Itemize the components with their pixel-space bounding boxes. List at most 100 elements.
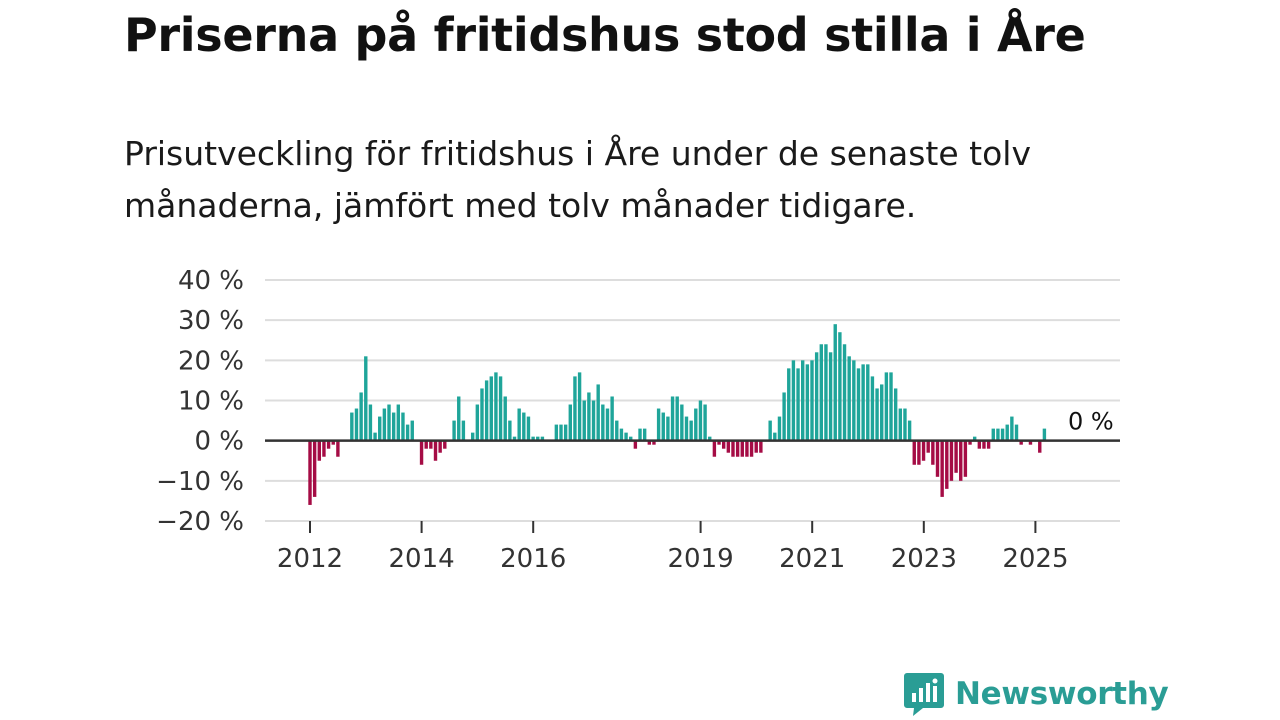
bar [963, 440, 968, 477]
bar [1042, 428, 1047, 441]
bar [531, 436, 535, 441]
bar [684, 416, 689, 441]
bar [470, 432, 475, 441]
bar [508, 420, 512, 441]
bar [833, 324, 837, 441]
bar [773, 432, 777, 441]
bar [559, 424, 563, 441]
bar [745, 440, 749, 457]
bar [615, 420, 619, 441]
bar [842, 344, 847, 441]
bar [991, 428, 995, 441]
bar [457, 396, 461, 441]
bar [647, 440, 652, 445]
bar [768, 420, 772, 441]
bar [336, 440, 340, 457]
bar [526, 416, 531, 441]
bar [708, 436, 712, 441]
bar [917, 440, 921, 465]
bar [633, 440, 638, 449]
bar [824, 344, 828, 441]
bar [754, 440, 758, 453]
bar [419, 440, 424, 465]
bar [870, 376, 875, 441]
bar [931, 440, 935, 465]
bar [656, 408, 661, 441]
bar [624, 432, 628, 441]
x-tick-label: 2023 [891, 544, 957, 574]
bar [1028, 440, 1033, 445]
bar [893, 388, 898, 441]
bar [424, 440, 428, 449]
bar [777, 416, 782, 441]
bar [921, 440, 926, 461]
bar [866, 364, 870, 441]
bar [461, 420, 466, 441]
bar [675, 396, 679, 441]
bar [661, 412, 665, 441]
bar [601, 404, 605, 441]
bar [907, 420, 912, 441]
bar [489, 376, 493, 441]
bar [814, 352, 819, 441]
bar [721, 440, 726, 449]
bar [378, 416, 382, 441]
bar [940, 440, 944, 497]
bar [666, 416, 670, 441]
bar [810, 360, 814, 441]
gridlines [265, 279, 1120, 522]
bar [717, 440, 721, 445]
bar [387, 404, 391, 441]
bar [312, 440, 317, 497]
latest-value-label: 0 % [1068, 408, 1114, 436]
bar [959, 440, 963, 481]
y-axis-ticks: 40 % 30 % 20 % 10 % 0 % −10 % −20 % [156, 266, 244, 537]
bar [703, 404, 707, 441]
bar [852, 360, 856, 441]
bar [912, 440, 916, 465]
bar [401, 412, 405, 441]
y-tick-label: 10 % [178, 387, 244, 417]
bar [856, 368, 861, 441]
bar [972, 436, 977, 441]
bar [326, 440, 331, 449]
bar [949, 440, 954, 481]
bar [480, 388, 484, 441]
bar [354, 408, 359, 441]
newsworthy-wordmark: Newsworthy [955, 676, 1169, 712]
bar [801, 360, 805, 441]
y-tick-label: 20 % [178, 346, 244, 376]
bar [982, 440, 986, 449]
newsworthy-logo: Newsworthy [903, 670, 1169, 718]
bar [884, 372, 889, 441]
bar [1000, 428, 1005, 441]
bar [317, 440, 321, 461]
bar [484, 380, 489, 441]
bar [405, 424, 410, 441]
x-tick-label: 2012 [277, 544, 343, 574]
bar [322, 440, 326, 457]
bar [670, 396, 675, 441]
y-tick-label: −10 % [156, 467, 244, 497]
bar [475, 404, 480, 441]
bar [498, 376, 503, 441]
bar [731, 440, 735, 457]
bar [787, 368, 791, 441]
bar [759, 440, 763, 453]
bar [889, 372, 893, 441]
bar [554, 424, 559, 441]
bar [880, 384, 884, 441]
bar [391, 412, 396, 441]
bar [903, 408, 907, 441]
bar [540, 436, 545, 441]
x-tick-label: 2014 [389, 544, 455, 574]
bar [805, 364, 810, 441]
x-tick-label: 2019 [668, 544, 734, 574]
bar [926, 440, 930, 453]
bar [838, 332, 842, 441]
bar [359, 392, 363, 441]
bar [1019, 440, 1023, 445]
bar [429, 440, 433, 449]
y-tick-label: 40 % [178, 266, 244, 296]
bar [847, 356, 851, 441]
